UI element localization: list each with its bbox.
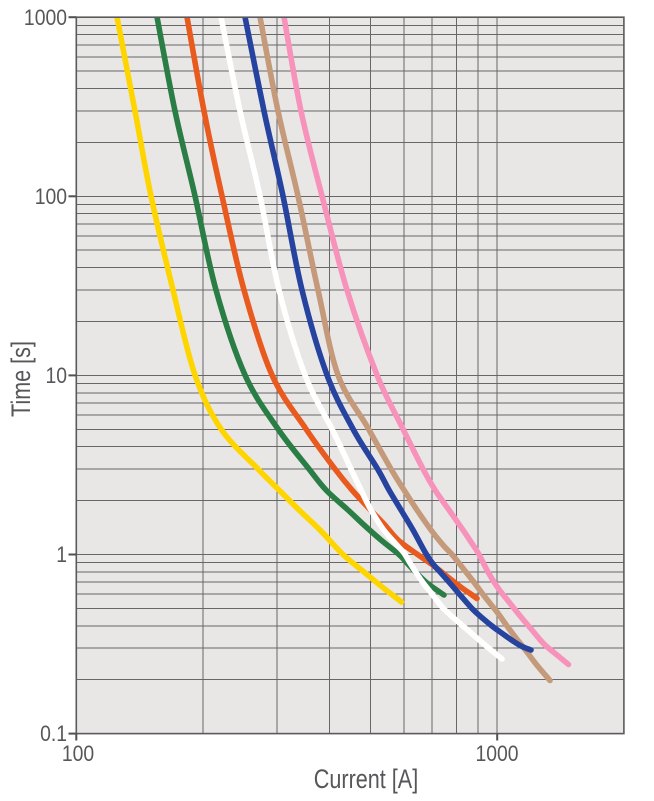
svg-text:1000: 1000 (475, 742, 518, 766)
svg-text:Time [s]: Time [s] (7, 341, 37, 417)
svg-text:1: 1 (56, 543, 67, 567)
svg-text:1000: 1000 (24, 6, 67, 30)
svg-text:100: 100 (62, 742, 94, 766)
svg-text:0.1: 0.1 (40, 722, 67, 746)
svg-text:100: 100 (35, 185, 67, 209)
svg-text:10: 10 (45, 364, 67, 388)
svg-text:Current [A]: Current [A] (314, 765, 418, 795)
